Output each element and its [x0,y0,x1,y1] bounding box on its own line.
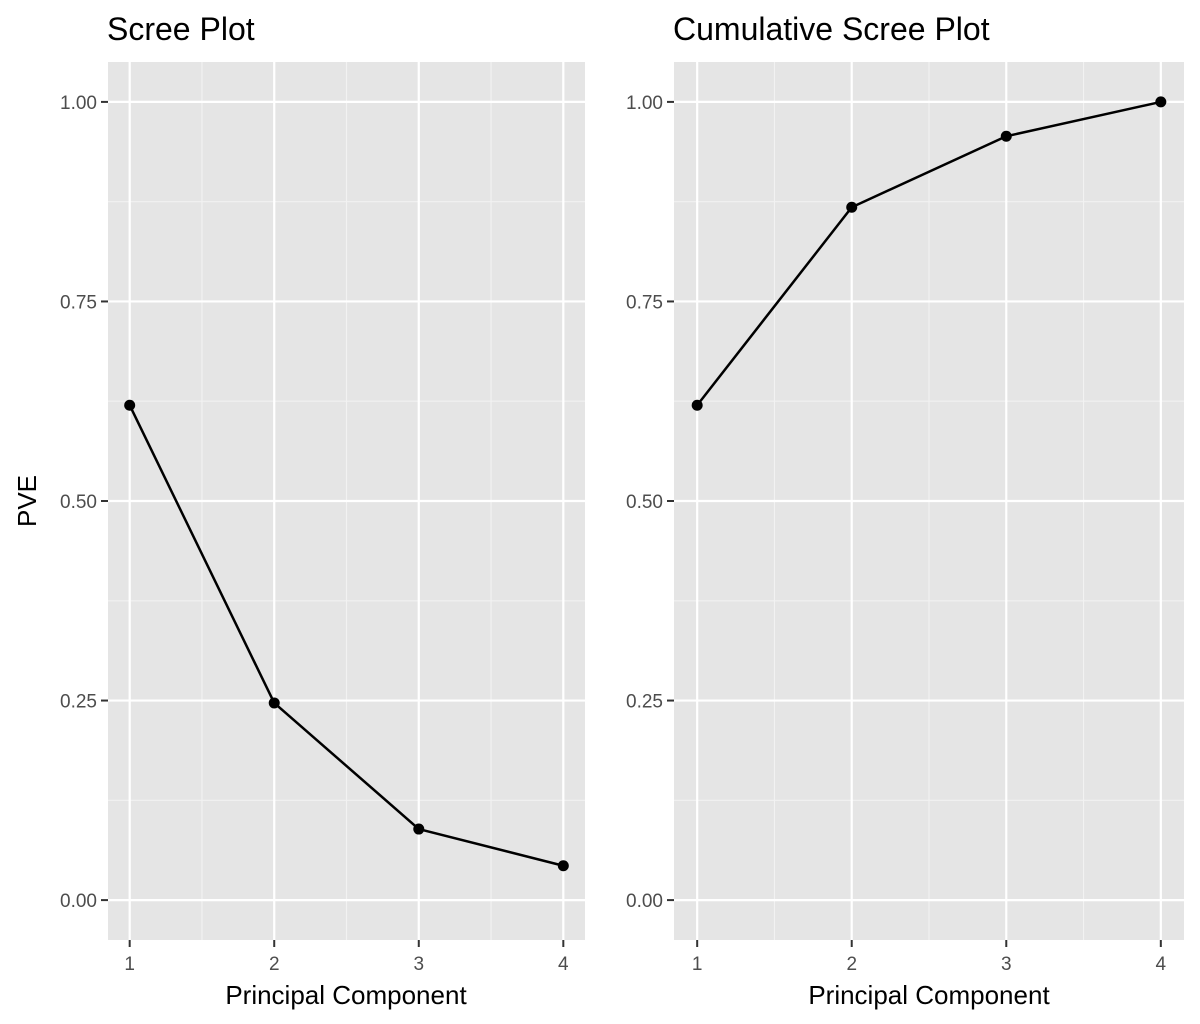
scree-plot-x-axis-title: Principal Component [225,980,467,1010]
cumulative-scree-plot-y-tick-label: 1.00 [626,93,663,114]
cumulative-scree-plot-x-tick-label: 4 [1156,954,1167,975]
cumulative-scree-plot-x-tick-label: 1 [692,954,703,975]
scree-plot-y-axis-title: PVE [12,475,42,527]
cumulative-scree-plot-x-tick-label: 3 [1001,954,1012,975]
cumulative-scree-plot-title: Cumulative Scree Plot [673,11,990,47]
scree-plot-grid [108,62,585,940]
cumulative-scree-plot-y-tick-label: 0.75 [626,292,663,313]
cumulative-scree-plot-point [691,399,703,411]
scree-plot-series-line [128,404,564,867]
cumulative-scree-plot-y-tick-label: 0.50 [626,492,663,513]
scree-plot-y-tick-label: 0.75 [60,292,97,313]
cumulative-scree-plot-axes: 1 2 3 4 0.00 0.25 0.50 0.75 1.00 [626,93,1167,975]
cumulative-scree-plot-panel: Cumulative Scree Plot 1 2 3 4 0.00 0.25 0.50 0.… [626,11,1184,1010]
scree-plot-y-tick-label: 0.50 [60,492,97,513]
cumulative-scree-plot-series-line [696,100,1162,406]
cumulative-scree-plot-point [1000,130,1012,142]
scree-plot-x-tick-label: 2 [269,954,280,975]
scree-plot-panel: Scree Plot 1 2 3 4 0.00 0.25 0.50 0.75 1.00 Prin… [12,11,585,1010]
cumulative-scree-plot-point [846,201,858,213]
scree-plot-title: Scree Plot [107,11,255,47]
scree-plot-axes: 1 2 3 4 0.00 0.25 0.50 0.75 1.00 [60,93,569,975]
scree-plot-x-tick-label: 1 [124,954,135,975]
scree-plot-y-tick-label: 0.25 [60,692,97,713]
scree-plot-marks [124,399,569,872]
scree-plot-y-tick-label: 1.00 [60,93,97,114]
cumulative-scree-plot-point [1155,96,1167,108]
scree-plot-x-tick-label: 3 [413,954,424,975]
cumulative-scree-plot-x-axis-title: Principal Component [808,980,1050,1010]
cumulative-scree-plot-marks [691,96,1167,411]
scree-plot-point [413,823,425,835]
cumulative-scree-plot-y-tick-label: 0.25 [626,692,663,713]
scree-plot-point [268,697,280,709]
scree-plot-y-tick-label: 0.00 [60,891,97,912]
cumulative-scree-plot-grid [674,62,1184,940]
cumulative-scree-plot-x-tick-label: 2 [846,954,857,975]
scree-plot-point [557,860,569,872]
cumulative-scree-plot-y-tick-label: 0.00 [626,891,663,912]
scree-plot-x-tick-label: 4 [558,954,569,975]
scree-plot-point [124,399,136,411]
